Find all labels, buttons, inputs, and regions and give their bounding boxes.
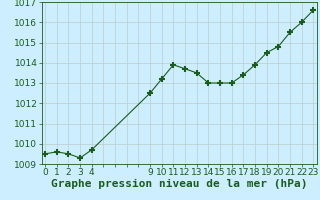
X-axis label: Graphe pression niveau de la mer (hPa): Graphe pression niveau de la mer (hPa) (51, 179, 308, 189)
